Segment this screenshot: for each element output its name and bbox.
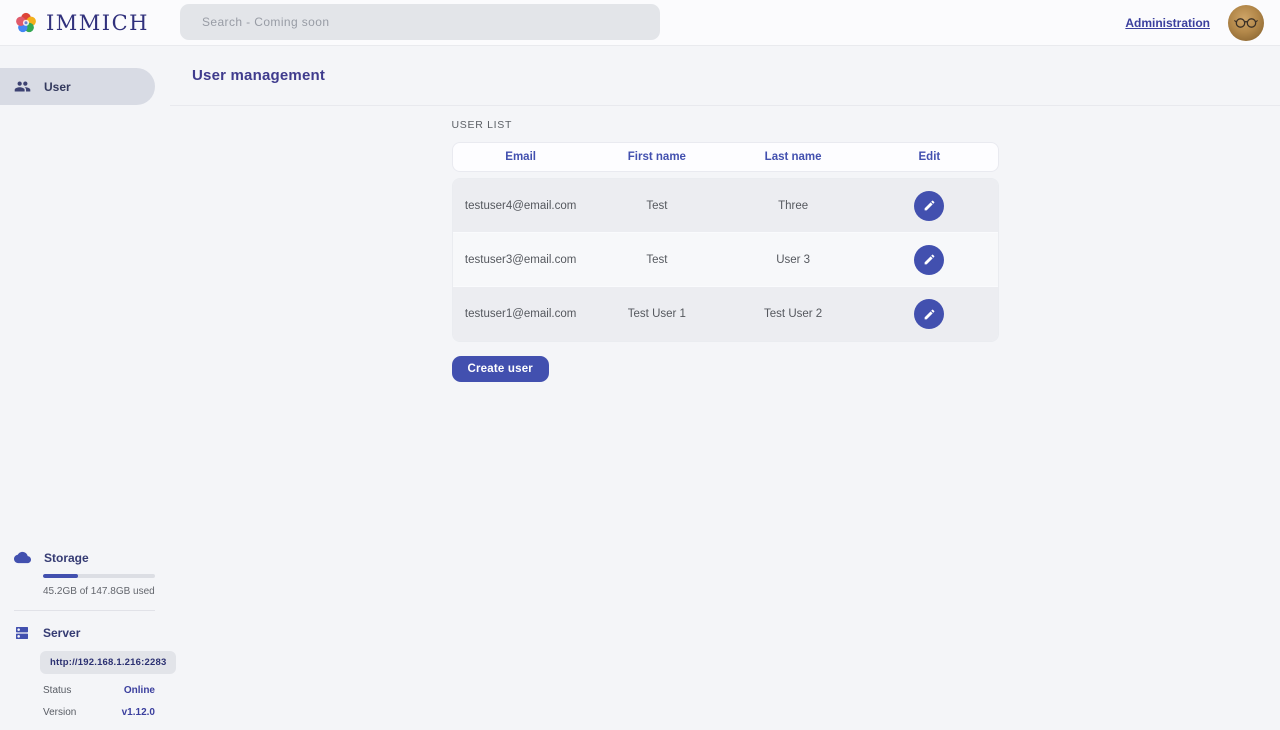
cell-last-name: Three (778, 199, 809, 212)
server-version-row: Version v1.12.0 (43, 707, 155, 718)
glasses-icon (1234, 18, 1258, 28)
main-titlebar: User management (170, 46, 1280, 106)
dns-server-icon (14, 625, 30, 641)
user-avatar[interactable] (1228, 5, 1264, 41)
status-value: Online (123, 685, 155, 696)
cell-last-name: User 3 (776, 253, 811, 266)
sidebar-divider (14, 610, 155, 611)
edit-user-button[interactable] (914, 190, 945, 221)
sidebar-info-panel: Storage 45.2GB of 147.8GB used Server ht… (0, 549, 177, 730)
table-row: testuser4@email.com Test Three (452, 179, 998, 233)
cell-email: testuser1@email.com (464, 308, 577, 320)
column-header-first-name: First name (627, 151, 686, 163)
sidebar: User Storage 45.2GB of 147.8GB used (0, 46, 177, 730)
app-header: IMMICH Administration (0, 0, 1280, 46)
table-header-row: Email First name Last name Edit (451, 142, 999, 172)
group-icon (14, 78, 31, 95)
status-label: Status (43, 685, 72, 696)
server-section-header: Server (14, 625, 155, 641)
edit-user-button[interactable] (914, 299, 945, 329)
administration-link[interactable]: Administration (1125, 16, 1210, 30)
storage-usage-text: 45.2GB of 147.8GB used (43, 586, 155, 597)
cell-first-name: Test (646, 253, 668, 266)
header-right-group: Administration (1125, 0, 1264, 46)
create-user-button[interactable]: Create user (451, 356, 549, 382)
cell-email: testuser4@email.com (464, 199, 577, 212)
cell-last-name: Test User 2 (764, 308, 823, 320)
table-row: testuser1@email.com Test User 1 Test Use… (452, 287, 998, 341)
column-header-email: Email (505, 151, 536, 163)
version-value: v1.12.0 (121, 707, 155, 718)
pencil-icon (924, 309, 935, 319)
logo-text: IMMICH (46, 10, 149, 35)
storage-section-header: Storage (14, 549, 155, 566)
user-table: testuser4@email.com Test Three testuser3… (451, 178, 999, 342)
server-url-badge: http://192.168.1.216:2283 (40, 651, 177, 674)
column-header-edit: Edit (918, 151, 941, 163)
page-title: User management (192, 67, 326, 84)
column-header-last-name: Last name (764, 151, 822, 163)
storage-progress-fill (43, 574, 78, 578)
main-area: User management USER LIST Email First na… (170, 46, 1280, 730)
storage-progress-bar (43, 574, 155, 578)
pencil-icon (924, 254, 935, 265)
edit-user-button[interactable] (914, 244, 945, 275)
version-label: Version (43, 707, 77, 718)
server-status-row: Status Online (43, 685, 155, 696)
cell-first-name: Test User 1 (627, 308, 686, 320)
flower-logo-icon (14, 11, 38, 35)
sidebar-item-user[interactable]: User (0, 68, 155, 105)
user-list-content: USER LIST Email First name Last name Edi… (451, 106, 999, 382)
table-row: testuser3@email.com Test User 3 (452, 233, 998, 287)
sidebar-item-label: User (44, 79, 71, 94)
cloud-icon (14, 549, 31, 566)
server-title: Server (43, 626, 81, 640)
pencil-icon (924, 200, 935, 211)
cell-email: testuser3@email.com (464, 253, 577, 266)
search-input[interactable] (180, 4, 660, 40)
storage-title: Storage (44, 550, 89, 565)
cell-first-name: Test (646, 199, 668, 212)
immich-logo[interactable]: IMMICH (0, 11, 149, 35)
user-list-label: USER LIST (451, 119, 513, 131)
